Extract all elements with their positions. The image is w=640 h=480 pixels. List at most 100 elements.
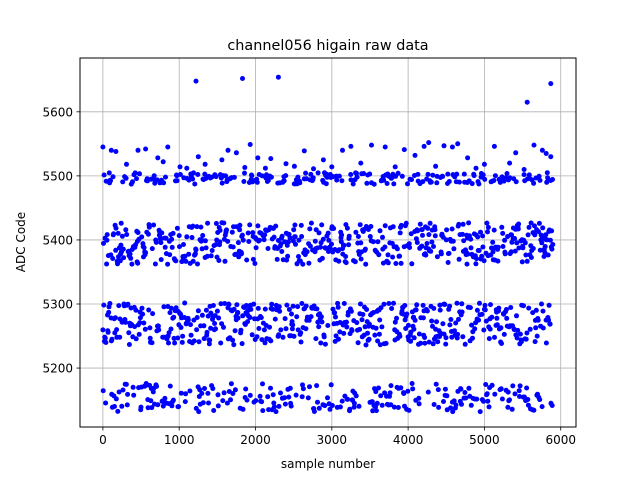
sample-point [297, 180, 303, 186]
sample-point [199, 246, 205, 252]
sample-point [522, 240, 528, 246]
outlier-point [521, 167, 527, 172]
sample-point [120, 387, 126, 393]
sample-point [208, 253, 214, 259]
sample-point [515, 327, 521, 333]
sample-point [480, 172, 486, 178]
sample-point [199, 237, 204, 243]
x-tick-label: 6000 [545, 433, 576, 447]
sample-point [293, 241, 298, 247]
sample-point [353, 229, 359, 235]
sample-point [116, 303, 122, 309]
sample-point [376, 385, 381, 391]
outlier-point [507, 160, 513, 166]
sample-point [103, 400, 109, 406]
outlier-point [401, 147, 407, 153]
sample-point [278, 241, 284, 247]
sample-point [364, 307, 370, 312]
sample-point [415, 171, 421, 177]
outlier-point [135, 147, 141, 153]
sample-point [205, 220, 211, 226]
sample-point [205, 390, 211, 396]
sample-point [253, 245, 259, 251]
sample-point [339, 398, 345, 404]
sample-point [171, 314, 177, 320]
sample-point [485, 229, 490, 235]
sample-point [381, 177, 387, 183]
sample-point [496, 305, 502, 311]
sample-point [499, 224, 505, 230]
sample-point [450, 238, 456, 244]
sample-point [377, 317, 383, 323]
outlier-point [143, 146, 149, 152]
sample-point [412, 317, 418, 323]
sample-point [339, 178, 345, 184]
sample-point [110, 256, 116, 261]
sample-point [507, 397, 512, 403]
sample-point [231, 174, 237, 180]
sample-point [237, 227, 243, 233]
sample-point [296, 237, 302, 243]
sample-point [480, 244, 486, 250]
sample-point [523, 252, 529, 258]
sample-point [300, 382, 305, 388]
sample-point [521, 172, 527, 178]
sample-point [308, 220, 314, 226]
sample-point [460, 334, 466, 340]
sample-point [453, 320, 459, 326]
sample-point [197, 387, 203, 393]
sample-point [134, 176, 139, 182]
outlier-point [449, 144, 455, 150]
sample-point [284, 302, 290, 308]
sample-point [463, 395, 469, 401]
sample-point [384, 181, 390, 186]
sample-point [260, 408, 266, 414]
sample-point [120, 179, 126, 185]
sample-point [378, 305, 384, 311]
sample-point [153, 239, 159, 245]
sample-point [432, 227, 438, 233]
sample-point [446, 250, 452, 256]
sample-point [151, 222, 157, 228]
sample-point [398, 260, 404, 266]
sample-point [323, 181, 329, 187]
sample-point [355, 340, 361, 346]
sample-point [531, 407, 537, 413]
sample-point [428, 179, 434, 185]
y-axis-label: ADC Code [14, 212, 28, 272]
sample-point [174, 225, 180, 231]
sample-point [192, 251, 198, 257]
sample-point [196, 409, 202, 415]
sample-point [168, 326, 174, 332]
sample-point [199, 312, 205, 318]
sample-point [117, 334, 123, 340]
sample-point [467, 305, 473, 311]
sample-point [526, 224, 532, 230]
sample-point [547, 237, 553, 243]
sample-point [491, 227, 497, 233]
sample-point [466, 220, 472, 226]
sample-point [182, 399, 188, 405]
sample-point [119, 403, 125, 409]
sample-point [516, 388, 522, 394]
x-axis-label: sample number [281, 457, 375, 471]
sample-point [454, 300, 460, 306]
sample-point [222, 301, 228, 306]
sample-point [469, 181, 475, 187]
sample-point [468, 245, 474, 251]
sample-point [543, 340, 549, 346]
sample-point [527, 326, 533, 332]
sample-point [271, 400, 277, 406]
sample-point [484, 220, 490, 226]
sample-point [304, 249, 310, 255]
sample-point [184, 234, 190, 240]
sample-point [464, 261, 470, 267]
sample-point [268, 385, 273, 391]
outlier-point [340, 147, 345, 153]
sample-point [395, 170, 401, 176]
sample-point [461, 171, 467, 177]
sample-point [112, 315, 118, 321]
sample-point [170, 397, 176, 403]
sample-point [288, 403, 294, 409]
sample-point [434, 319, 439, 325]
